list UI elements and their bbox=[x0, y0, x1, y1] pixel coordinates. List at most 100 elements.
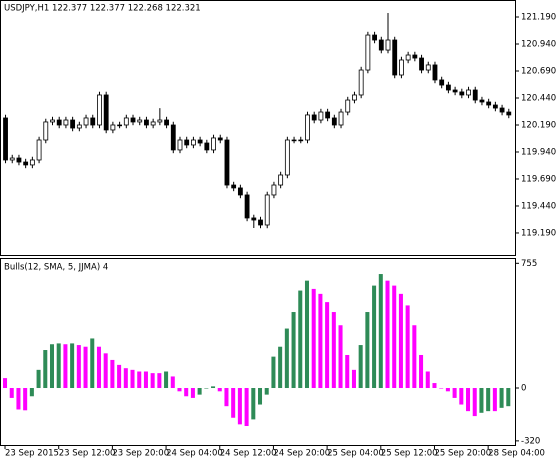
histogram-bar bbox=[110, 359, 115, 389]
x-tick-label: 24 Sep 04:00 bbox=[166, 449, 223, 459]
candle-body bbox=[492, 104, 498, 109]
histogram-bar bbox=[123, 368, 128, 389]
histogram-bar bbox=[325, 302, 330, 389]
histogram-bar bbox=[345, 354, 350, 389]
candle-body bbox=[352, 94, 357, 101]
candle-body bbox=[251, 217, 257, 221]
histogram-bar bbox=[63, 344, 68, 389]
histogram-bar bbox=[358, 345, 363, 389]
candle-body bbox=[271, 184, 277, 196]
histogram-bar bbox=[170, 376, 175, 389]
histogram-bar bbox=[43, 350, 48, 389]
candle-body bbox=[466, 89, 471, 96]
candle-body bbox=[56, 119, 62, 126]
candle-body bbox=[63, 119, 69, 126]
histogram-bar bbox=[311, 288, 316, 389]
histogram-bar bbox=[318, 293, 323, 389]
candle-body bbox=[150, 121, 156, 126]
histogram-bar bbox=[398, 293, 403, 389]
histogram-bar bbox=[419, 354, 424, 389]
candle-body bbox=[331, 117, 337, 126]
histogram-bar bbox=[492, 388, 497, 412]
histogram-bar bbox=[9, 388, 14, 398]
histogram-bar bbox=[130, 369, 135, 389]
candle-body bbox=[264, 194, 270, 226]
candle-body bbox=[345, 99, 351, 113]
histogram-bar bbox=[23, 388, 28, 411]
candle-body bbox=[190, 139, 196, 146]
candle-body bbox=[298, 139, 304, 142]
histogram-bar bbox=[378, 274, 383, 389]
candle-body bbox=[224, 139, 230, 186]
histogram-bar bbox=[237, 388, 242, 425]
candle-body bbox=[70, 119, 76, 129]
candle-body bbox=[392, 39, 398, 76]
histogram-bar bbox=[432, 383, 437, 389]
candle-body bbox=[378, 39, 384, 51]
histogram-bar bbox=[291, 312, 296, 389]
x-tick-label: 25 Sep 12:00 bbox=[381, 449, 438, 459]
y-tick-label: 119.440 bbox=[521, 201, 556, 211]
candle-body bbox=[318, 111, 324, 121]
histogram-bar bbox=[264, 388, 269, 395]
candle-body bbox=[284, 139, 290, 176]
histogram-bar bbox=[425, 371, 430, 389]
candle-body bbox=[76, 124, 82, 129]
histogram-bar bbox=[117, 364, 122, 389]
histogram-bar bbox=[3, 378, 8, 389]
histogram-bar bbox=[244, 388, 249, 427]
candle-body bbox=[211, 137, 216, 151]
histogram-bar bbox=[177, 388, 182, 392]
histogram-bar bbox=[49, 344, 55, 389]
candle-body bbox=[439, 79, 445, 86]
candle-body bbox=[103, 94, 109, 131]
histogram-bar bbox=[137, 371, 142, 389]
histogram-bar bbox=[76, 345, 81, 389]
histogram-bar bbox=[278, 346, 283, 389]
candle-body bbox=[399, 59, 404, 76]
candle-body bbox=[291, 139, 297, 142]
histogram-bar bbox=[412, 325, 417, 389]
histogram-bar bbox=[452, 388, 457, 398]
candle-body bbox=[197, 139, 203, 144]
candle-body bbox=[217, 137, 223, 141]
y-tick-label: 119.940 bbox=[521, 147, 556, 157]
y-tick-label: 119.190 bbox=[521, 228, 556, 238]
indicator-panel bbox=[0, 258, 516, 446]
candle-body bbox=[29, 159, 35, 166]
histogram-bar bbox=[284, 328, 289, 389]
y-tick-label: 755 bbox=[521, 259, 537, 269]
candle-body bbox=[311, 114, 317, 121]
histogram-bar bbox=[351, 369, 356, 389]
histogram-bar bbox=[466, 388, 471, 412]
candle-body bbox=[36, 139, 42, 161]
candle-body bbox=[365, 34, 371, 71]
candle-body bbox=[258, 219, 263, 226]
candle-body bbox=[412, 54, 418, 59]
histogram-bar bbox=[90, 338, 95, 389]
candle-body bbox=[325, 111, 331, 119]
histogram-bar bbox=[103, 353, 108, 389]
y-tick-label: 120.940 bbox=[521, 40, 556, 50]
candle-body bbox=[90, 117, 96, 126]
candle-body bbox=[425, 64, 431, 71]
x-tick-label: 23 Sep 20:00 bbox=[112, 449, 169, 459]
candle-body bbox=[97, 94, 102, 126]
histogram-bar bbox=[445, 388, 450, 392]
candle-body bbox=[123, 117, 129, 126]
histogram-bar bbox=[231, 388, 236, 418]
candle-body bbox=[164, 119, 169, 126]
histogram-bar bbox=[372, 285, 377, 389]
candle-body bbox=[278, 174, 284, 186]
x-tick-label: 25 Sep 04:00 bbox=[327, 449, 384, 459]
candle-body bbox=[472, 89, 478, 101]
candle-body bbox=[3, 117, 8, 161]
histogram-bar bbox=[164, 371, 169, 389]
histogram-bar bbox=[190, 388, 195, 398]
candle-body bbox=[170, 124, 176, 151]
histogram-bar bbox=[258, 388, 263, 405]
histogram-bar bbox=[486, 388, 491, 412]
histogram-bar bbox=[56, 343, 61, 389]
candle-body bbox=[117, 124, 123, 127]
